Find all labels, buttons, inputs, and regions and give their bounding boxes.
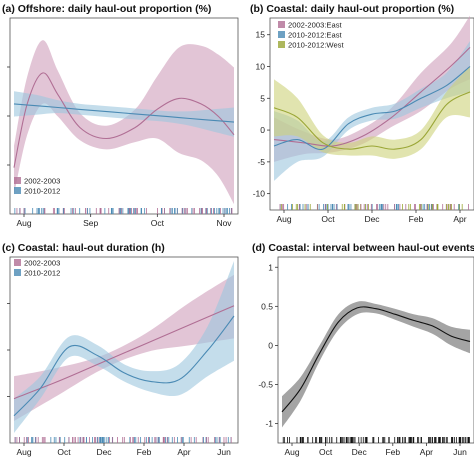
x-tick-label: Feb (409, 214, 424, 224)
confidence-band-2010-2012 (14, 91, 234, 137)
panel-d: (d) Coastal: interval between haul-out e… (252, 242, 474, 457)
panel-c: (c) Coastal: haul-out duration (h) Aug Oc… (2, 242, 239, 457)
y-tick-label: 0 (260, 125, 265, 135)
x-tick-label: Sep (83, 218, 98, 228)
confidence-band-2010-2012 (14, 261, 234, 433)
x-tick-label: Oct (321, 214, 335, 224)
x-tick-label: Oct (151, 218, 165, 228)
y-tick-label: 15 (256, 30, 266, 40)
panel-a-title: (a) Offshore: daily haul-out proportion … (2, 3, 211, 15)
x-tick-label: Oct (57, 447, 71, 457)
x-tick-label: Aug (16, 218, 31, 228)
x-tick-label: Dec (352, 447, 368, 457)
legend-swatch (278, 31, 285, 38)
x-tick-label: Feb (137, 447, 152, 457)
x-tick-label: Aug (16, 447, 31, 457)
x-tick-label: Aug (284, 447, 299, 457)
series-line-2010-2012:West (273, 91, 471, 150)
x-tick-label: Jun (217, 447, 231, 457)
legend-label: 2010-2012:West (288, 41, 344, 50)
series-line-2002-2003 (13, 305, 235, 400)
confidence-band-series (282, 301, 470, 428)
legend-label: 2010-2012:East (288, 31, 343, 40)
legend-swatch (278, 21, 285, 28)
x-tick-label: Apr (177, 447, 190, 457)
y-tick-label: 5 (260, 93, 265, 103)
legend-swatch (14, 187, 21, 194)
y-tick-label: 1 (268, 262, 273, 272)
legend-swatch (14, 259, 21, 266)
panel-d-title: (d) Coastal: interval between haul-out e… (252, 242, 474, 254)
y-tick-label: -1 (265, 419, 273, 429)
x-tick-label: Feb (385, 447, 400, 457)
legend-label: 2002-2003 (24, 259, 60, 268)
legend-label: 2010-2012 (24, 187, 60, 196)
y-tick-label: -5 (257, 157, 265, 167)
y-tick-label: 0.5 (261, 301, 273, 311)
legend-label: 2002-2003 (24, 177, 60, 186)
series-line-2010-2012 (13, 103, 235, 123)
panel-b: (b) Coastal: daily haul-out proportion (… (250, 3, 474, 224)
x-tick-label: Dec (364, 214, 380, 224)
legend-swatch (278, 41, 285, 48)
legend-swatch (14, 177, 21, 184)
x-tick-label: Oct (319, 447, 333, 457)
legend-label: 2002-2003:East (288, 21, 343, 30)
x-tick-label: Dec (96, 447, 112, 457)
panel-a: (a) Offshore: daily haul-out proportion … (2, 3, 239, 228)
panel-b-title: (b) Coastal: daily haul-out proportion (… (250, 3, 454, 15)
series-line-2010-2012:East (273, 66, 471, 151)
series-line-2002-2003 (13, 72, 235, 168)
confidence-band-2010-2012:West (274, 66, 470, 159)
y-tick-label: -0.5 (258, 380, 273, 390)
confidence-band-2002-2003 (14, 274, 234, 421)
y-tick-label: 0 (268, 340, 273, 350)
series-line-2010-2012 (13, 315, 235, 417)
y-tick-label: -10 (253, 189, 266, 199)
x-tick-label: Aug (276, 214, 291, 224)
confidence-band-2002-2003 (14, 40, 234, 204)
series-line-series (281, 306, 471, 413)
plot-frame (277, 256, 474, 444)
x-tick-label: Jun (453, 447, 467, 457)
panel-c-title: (c) Coastal: haul-out duration (h) (2, 242, 165, 254)
legend-swatch (14, 269, 21, 276)
y-tick-label: 10 (256, 62, 266, 72)
x-tick-label: Nov (216, 218, 232, 228)
x-tick-label: Apr (420, 447, 433, 457)
panel-d-plot: Aug Oct Dec Feb Apr Jun 1 0.5 0 -0.5 -1 (258, 256, 474, 457)
panel-b-plot: Aug Oct Dec Feb Apr 15 10 5 0 -5 -10 2002-2003:East… (253, 15, 474, 224)
x-tick-label: Apr (453, 214, 466, 224)
legend-label: 2010-2012 (24, 269, 60, 278)
